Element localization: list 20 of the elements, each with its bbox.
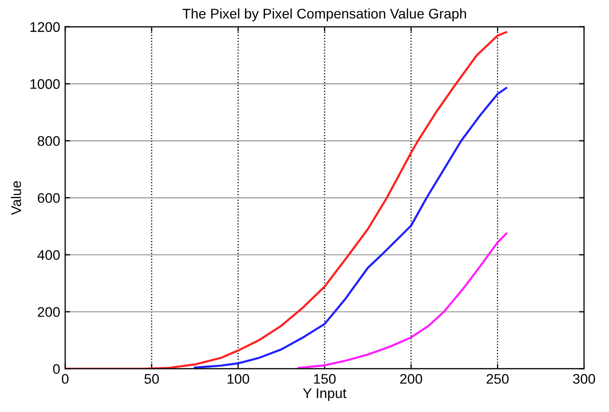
y-tick-label: 200 [38,307,60,317]
x-tick-label: 150 [314,374,336,384]
y-tick-label: 400 [37,250,60,260]
y-tick-label: 1000 [30,79,60,89]
x-tick-label: 100 [228,374,250,384]
y-tick-label: 0 [53,364,60,374]
y-tick-label: 1200 [30,22,60,32]
x-tick-label: 50 [144,374,159,384]
x-axis-title: Y Input [303,388,346,401]
chart-title: The Pixel by Pixel Compensation Value Graph [182,8,466,22]
line-series [298,232,508,369]
x-tick-label: 300 [572,374,596,384]
x-tick-label: 0 [62,374,68,384]
line-series [65,31,508,369]
x-tick-label: 200 [400,374,422,384]
y-tick-label: 800 [38,136,60,146]
line-series [194,87,508,369]
y-axis-title: Value [10,181,22,215]
x-tick-label: 250 [486,374,509,384]
y-tick-label: 600 [38,193,60,203]
